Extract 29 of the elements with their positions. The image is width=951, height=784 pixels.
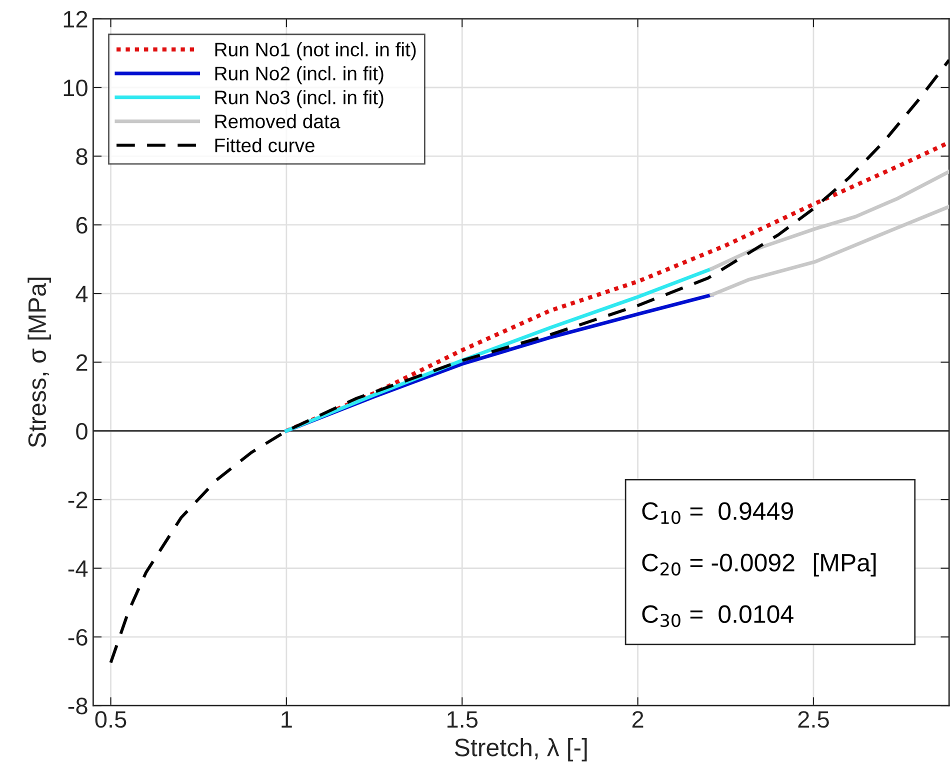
x-tick-label: 2: [632, 711, 644, 728]
legend-label: Fitted curve: [215, 138, 314, 152]
x-tick-label: 1.5: [448, 711, 478, 728]
y-tick-label: 12: [64, 10, 88, 28]
x-tick-label: 0.5: [95, 711, 126, 728]
y-tick-label: 0: [76, 422, 88, 440]
y-tick-label: -4: [68, 560, 88, 577]
line-series: [710, 170, 950, 271]
annotation: C$_{10}$ = 0.9449: [642, 502, 793, 524]
annotation: [MPa]: [814, 553, 876, 576]
y-tick-label: -6: [68, 628, 88, 646]
y-tick-label: 2: [76, 354, 88, 371]
x-tick-label: 1: [282, 711, 292, 728]
x-tick-label: 2.5: [798, 711, 829, 728]
legend-label: Removed data: [215, 114, 340, 128]
y-tick-label: -8: [68, 698, 88, 714]
x-axis-title: Stretch, λ [-]: [454, 738, 587, 762]
y-axis-title: Stress, σ [MPa]: [28, 278, 51, 448]
line-series: [710, 204, 950, 297]
legend-label: Run No2 (incl. in fit): [215, 66, 384, 84]
annotation: C$_{20}$ = -0.0092: [642, 554, 794, 576]
annotation: C$_{30}$ = 0.0104: [642, 605, 794, 628]
y-tick-label: 10: [64, 80, 88, 96]
legend-label: Run No1 (not incl. in fit): [215, 42, 416, 60]
y-tick-label: -2: [68, 492, 88, 508]
y-tick-label: 8: [76, 148, 88, 165]
legend-label: Run No3 (incl. in fit): [215, 90, 384, 108]
y-tick-label: 6: [76, 216, 88, 234]
y-tick-label: 4: [76, 286, 88, 302]
